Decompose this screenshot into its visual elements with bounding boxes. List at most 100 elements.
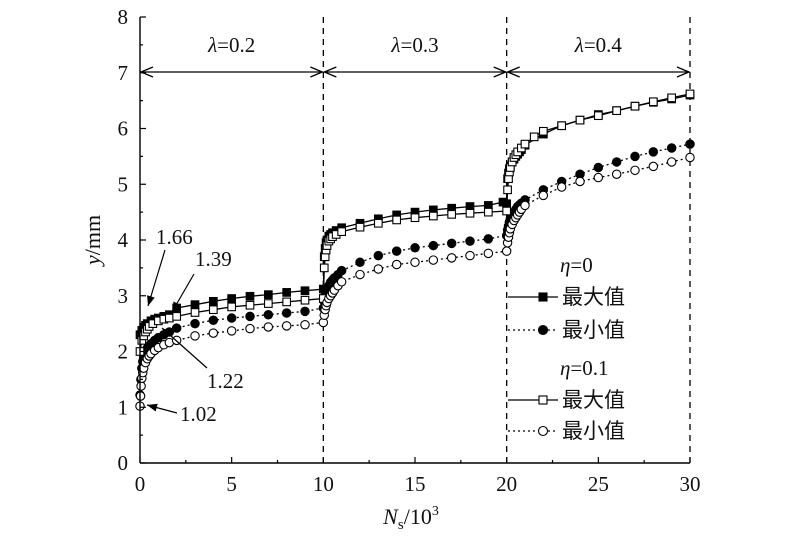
marker [648,161,659,172]
legend-group-title: η=0 [560,253,593,277]
marker [666,143,677,153]
marker [171,323,182,333]
marker [483,248,494,259]
marker [593,162,604,173]
marker [446,238,457,249]
marker [685,152,695,163]
marker [537,324,549,336]
marker [227,294,237,303]
marker [355,257,365,268]
marker [685,139,695,149]
range-arrow-head-right [493,66,508,78]
marker [190,308,200,317]
marker [300,306,310,317]
marker [208,328,219,338]
marker [281,321,292,331]
marker [503,185,512,195]
region-label: λ=0.3 [390,33,438,57]
marker [428,211,438,221]
series-2 [135,89,695,356]
marker [164,313,174,323]
marker [483,234,494,244]
y-tick-label: 6 [118,117,129,141]
marker [648,147,659,157]
marker [245,300,255,310]
legend-label: 最大值 [562,388,625,412]
marker [263,322,274,332]
annotation-arrowhead [172,301,181,312]
region-labels: λ=0.2 λ=0.3 λ=0.4 [207,33,622,57]
annotation-leader [161,327,208,369]
legend-item: 最大值 [508,285,625,309]
x-tick-label: 0 [135,472,146,496]
marker [410,257,420,268]
legend-item: 最小值 [508,318,625,342]
marker [208,315,219,326]
marker [208,305,218,315]
marker [391,259,402,270]
marker [648,97,658,107]
range-arrow-head-left [505,66,520,78]
marker [593,172,604,183]
series-3 [135,152,695,411]
range-arrow-head-right [676,66,691,78]
marker [245,311,255,322]
marker [630,101,640,111]
annotation-label: 1.66 [156,225,193,249]
series-line [139,93,691,352]
marker [300,319,310,330]
marker [575,115,585,125]
marker [391,246,402,256]
marker [410,243,420,253]
marker [263,290,273,299]
marker [190,300,200,310]
x-tick-label: 20 [496,472,517,496]
marker [538,292,548,302]
y-tick-label: 8 [118,5,129,29]
marker [612,106,622,116]
marker [685,89,695,99]
y-axis-title: y/mm [80,215,105,267]
range-arrow-head-left [139,66,154,78]
marker [208,296,218,306]
annotation: 1.02 [146,402,217,426]
x-axis-title: Ns/103 [382,504,439,533]
marker [529,132,539,142]
marker [373,250,384,261]
y-tick-label: 7 [118,61,129,85]
axes: 0 1 2 3 4 5 6 7 8 0 5 10 15 20 25 30 Ns/103 y/mm [80,5,701,533]
annotation: 1.66 [147,225,193,307]
range-arrow-head-left [322,66,337,78]
marker [282,297,292,307]
marker [172,312,182,321]
marker [136,381,146,391]
marker [501,246,512,256]
marker [373,218,383,228]
y-tick-label: 4 [118,228,129,252]
annotation: 1.22 [161,327,244,393]
x-tick-label: 30 [680,472,701,496]
legend-label: 最大值 [562,285,625,309]
marker [355,222,365,232]
x-tick-label: 15 [405,472,426,496]
marker [300,286,310,296]
marker [319,263,329,273]
marker [392,215,402,225]
marker [666,157,677,167]
annotation: 1.39 [171,247,232,313]
marker [667,93,677,103]
legend-label: 最小值 [562,318,625,342]
marker [410,213,420,223]
marker [300,295,310,305]
marker [337,227,347,236]
marker [520,139,530,149]
marker [336,265,347,276]
annotation-arrowhead [147,403,158,412]
marker [245,291,255,301]
marker [428,255,439,265]
marker [537,425,549,437]
annotation-label: 1.39 [195,247,232,271]
y-tick-label: 3 [118,284,129,308]
